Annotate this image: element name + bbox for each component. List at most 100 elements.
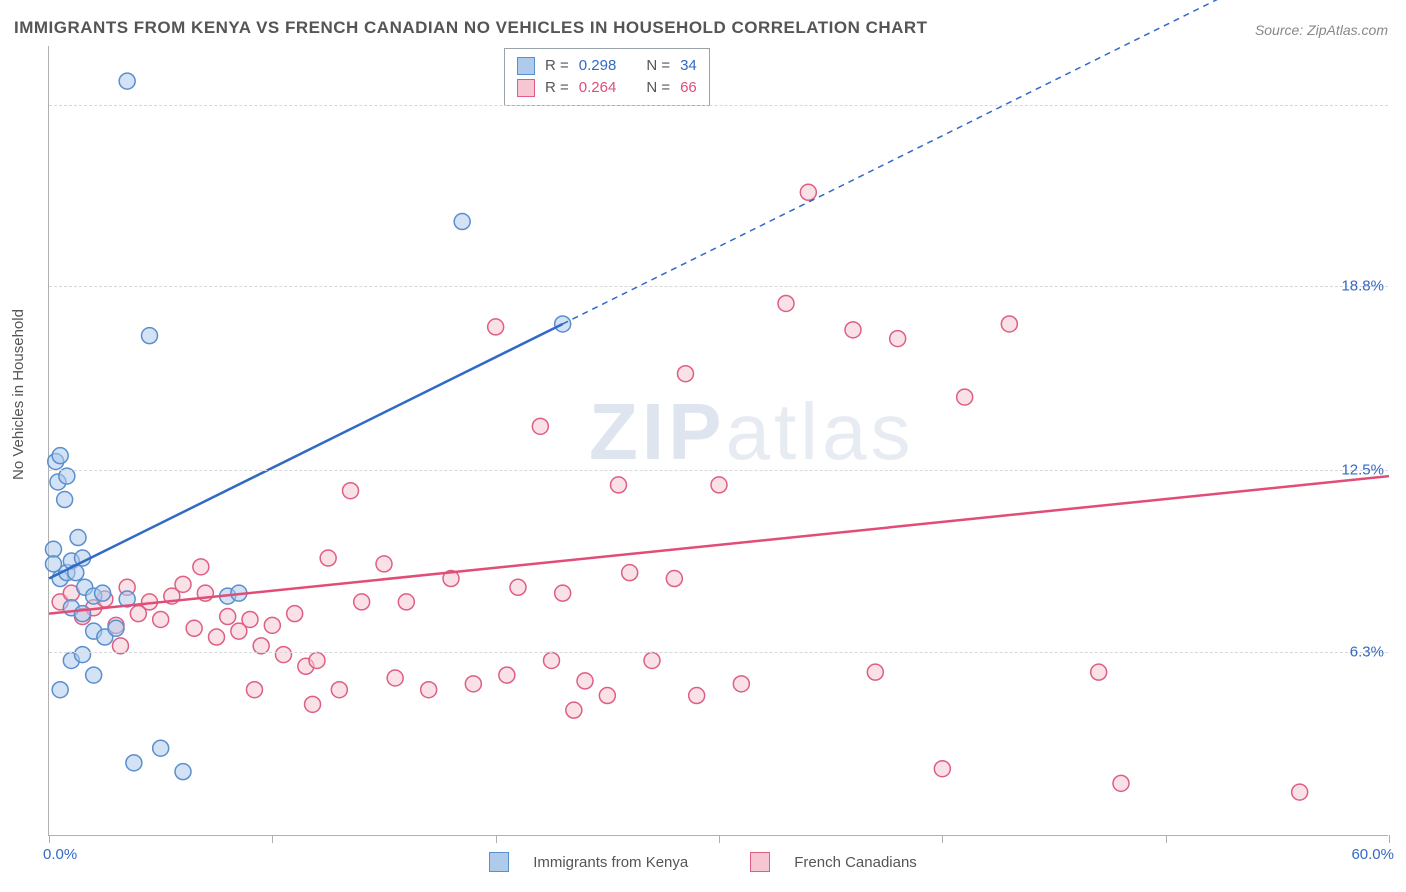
scatter-point-kenya	[119, 73, 135, 89]
stats-N-label: N =	[646, 77, 670, 99]
scatter-point-french	[499, 667, 515, 683]
scatter-point-french	[186, 620, 202, 636]
scatter-point-french	[398, 594, 414, 610]
scatter-point-french	[331, 682, 347, 698]
scatter-point-french	[153, 611, 169, 627]
scatter-point-kenya	[108, 620, 124, 636]
scatter-point-french	[689, 688, 705, 704]
y-tick-label: 18.8%	[1324, 277, 1384, 294]
scatter-point-french	[599, 688, 615, 704]
scatter-point-french	[510, 579, 526, 595]
scatter-point-french	[220, 609, 236, 625]
legend-label-french: French Canadians	[794, 854, 917, 871]
y-tick-label: 12.5%	[1324, 462, 1384, 479]
stats-row-french: R = 0.264 N = 66	[517, 77, 697, 99]
scatter-point-kenya	[86, 667, 102, 683]
scatter-point-french	[488, 319, 504, 335]
x-tick	[1166, 835, 1167, 843]
scatter-point-french	[666, 571, 682, 587]
legend-swatch-french	[750, 852, 770, 872]
scatter-point-french	[577, 673, 593, 689]
scatter-point-french	[246, 682, 262, 698]
scatter-point-french	[242, 611, 258, 627]
scatter-point-french	[845, 322, 861, 338]
scatter-point-french	[287, 606, 303, 622]
scatter-point-kenya	[175, 764, 191, 780]
scatter-point-kenya	[45, 541, 61, 557]
y-tick-label: 6.3%	[1324, 643, 1384, 660]
scatter-point-french	[678, 366, 694, 382]
stats-row-kenya: R = 0.298 N = 34	[517, 55, 697, 77]
y-axis-label: No Vehicles in Household	[10, 309, 27, 480]
legend-label-kenya: Immigrants from Kenya	[533, 854, 688, 871]
scatter-point-french	[387, 670, 403, 686]
x-tick	[496, 835, 497, 843]
scatter-point-french	[305, 696, 321, 712]
x-tick	[1389, 835, 1390, 843]
scatter-point-kenya	[142, 328, 158, 344]
scatter-point-french	[934, 761, 950, 777]
scatter-point-french	[193, 559, 209, 575]
chart-title: IMMIGRANTS FROM KENYA VS FRENCH CANADIAN…	[14, 18, 928, 38]
scatter-point-kenya	[153, 740, 169, 756]
scatter-point-french	[644, 652, 660, 668]
scatter-point-kenya	[75, 606, 91, 622]
scatter-point-french	[611, 477, 627, 493]
scatter-point-french	[778, 295, 794, 311]
stats-N-value: 66	[680, 77, 697, 99]
stats-R-label: R =	[545, 77, 569, 99]
scatter-point-french	[957, 389, 973, 405]
scatter-point-french	[209, 629, 225, 645]
scatter-point-kenya	[52, 448, 68, 464]
stats-R-label: R =	[545, 55, 569, 77]
scatter-point-french	[465, 676, 481, 692]
plot-svg	[49, 46, 1388, 835]
scatter-point-french	[320, 550, 336, 566]
source-attribution: Source: ZipAtlas.com	[1255, 22, 1388, 38]
stats-R-value: 0.264	[579, 77, 617, 99]
stats-N-label: N =	[646, 55, 670, 77]
scatter-point-french	[175, 576, 191, 592]
scatter-point-kenya	[52, 682, 68, 698]
x-tick	[272, 835, 273, 843]
gridline-h	[49, 286, 1388, 287]
scatter-point-kenya	[75, 647, 91, 663]
scatter-point-french	[622, 565, 638, 581]
scatter-point-french	[711, 477, 727, 493]
x-tick	[942, 835, 943, 843]
scatter-point-french	[276, 647, 292, 663]
scatter-point-kenya	[95, 585, 111, 601]
stats-swatch-kenya	[517, 57, 535, 75]
stats-R-value: 0.298	[579, 55, 617, 77]
scatter-point-french	[343, 483, 359, 499]
scatter-point-french	[532, 418, 548, 434]
scatter-point-french	[354, 594, 370, 610]
stats-swatch-french	[517, 79, 535, 97]
scatter-point-french	[264, 617, 280, 633]
x-tick	[719, 835, 720, 843]
gridline-h	[49, 470, 1388, 471]
scatter-point-french	[376, 556, 392, 572]
scatter-point-french	[1292, 784, 1308, 800]
scatter-point-french	[555, 585, 571, 601]
scatter-point-french	[566, 702, 582, 718]
correlation-stats-legend: R = 0.298 N = 34 R = 0.264 N = 66	[504, 48, 710, 106]
scatter-point-kenya	[454, 214, 470, 230]
scatter-point-french	[309, 652, 325, 668]
plot-area: ZIPatlas R =0.298N =34R =0.264N =66 0.0%…	[48, 46, 1388, 836]
x-tick	[49, 835, 50, 843]
scatter-point-kenya	[57, 492, 73, 508]
scatter-point-french	[544, 652, 560, 668]
scatter-point-french	[1113, 775, 1129, 791]
scatter-point-french	[1091, 664, 1107, 680]
gridline-h	[49, 105, 1388, 106]
legend-swatch-kenya	[489, 852, 509, 872]
scatter-point-french	[800, 184, 816, 200]
regression-line-french	[49, 476, 1389, 614]
scatter-point-french	[421, 682, 437, 698]
chart-container: IMMIGRANTS FROM KENYA VS FRENCH CANADIAN…	[0, 0, 1406, 892]
gridline-h	[49, 652, 1388, 653]
stats-N-value: 34	[680, 55, 697, 77]
scatter-point-french	[890, 331, 906, 347]
scatter-point-kenya	[70, 530, 86, 546]
